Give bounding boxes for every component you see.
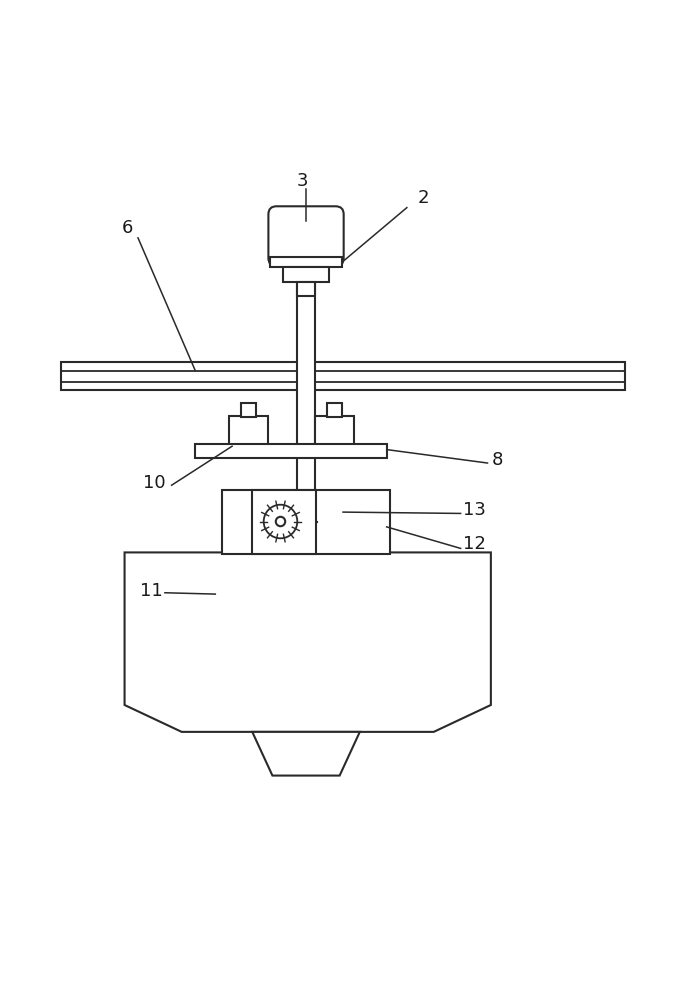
Circle shape [263, 505, 297, 538]
Polygon shape [252, 732, 359, 776]
Text: 10: 10 [143, 474, 166, 492]
Text: 11: 11 [140, 582, 163, 600]
Text: 2: 2 [418, 189, 429, 207]
Bar [327, 403, 342, 417]
Bar [222, 490, 390, 554]
Polygon shape [125, 552, 491, 732]
Bar [296, 271, 316, 503]
Bar [283, 267, 329, 282]
Bar [315, 416, 354, 448]
Bar [228, 416, 268, 448]
Bar [61, 362, 625, 390]
Text: 6: 6 [122, 219, 134, 237]
Bar [270, 257, 342, 267]
Circle shape [276, 517, 285, 526]
Text: 13: 13 [462, 501, 486, 519]
Bar [241, 403, 256, 417]
FancyBboxPatch shape [268, 206, 344, 266]
Bar [252, 490, 316, 554]
Bar [195, 444, 387, 458]
Bar [296, 282, 316, 296]
Text: 8: 8 [492, 451, 504, 469]
Text: 3: 3 [297, 172, 309, 190]
Text: 12: 12 [462, 535, 486, 553]
